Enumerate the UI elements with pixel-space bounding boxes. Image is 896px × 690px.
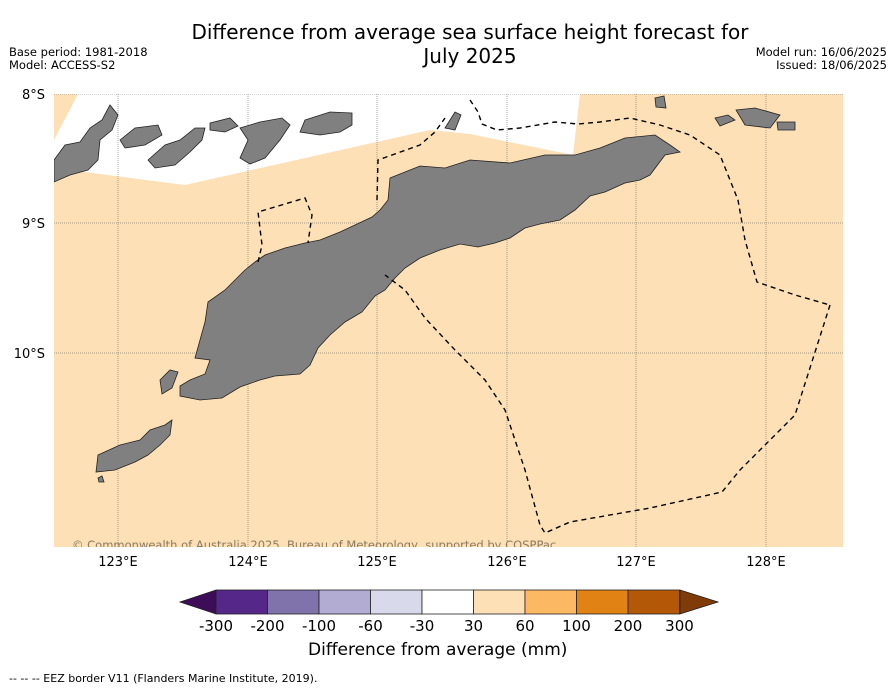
lat-label-9s: 9°S (22, 217, 45, 232)
eez-oecusse (257, 197, 313, 263)
model-name: Model: ACCESS-S2 (9, 58, 116, 72)
colorbar-segment (421, 589, 474, 615)
lon-labels: 123°E 124°E 125°E 126°E 127°E 128°E (98, 555, 786, 570)
colorbar-title: Difference from average (mm) (308, 640, 568, 660)
eez-northwest (376, 117, 446, 201)
eez-footnote: -- -- -- EEZ border V11 (Flanders Marine… (9, 672, 318, 685)
issued-date: Issued: 18/06/2025 (776, 58, 887, 72)
colorbar-segment (215, 589, 268, 615)
no-data-corner (54, 94, 78, 140)
semau-island (159, 369, 179, 395)
lon-label-123e: 123°E (98, 555, 138, 570)
pantar-island (209, 117, 239, 133)
map-title: Difference from average sea surface heig… (0, 20, 896, 68)
ndao-island (97, 475, 105, 483)
flores-island (54, 104, 119, 183)
colorbar-segment (473, 589, 526, 615)
colorbar-tick-label: -300 (199, 617, 233, 635)
colorbar-tick-label: 30 (464, 617, 483, 635)
lat-label-10s: 10°S (14, 347, 45, 362)
wetar-island (299, 111, 353, 136)
colorbar-segment (524, 589, 577, 615)
alor-island (239, 117, 291, 165)
colorbar-tick-label: -100 (302, 617, 336, 635)
eez-south (384, 274, 831, 534)
no-data-region (54, 94, 580, 185)
map-area[interactable]: © Commonwealth of Australia 2025, Bureau… (54, 94, 843, 552)
colorbar-tick-label: 60 (515, 617, 534, 635)
rote-island (95, 419, 173, 473)
colorbar-tick-label: 100 (562, 617, 591, 635)
timor-island (179, 134, 681, 401)
atauro-island (444, 111, 462, 131)
colorbar-extend-low (178, 589, 217, 615)
colorbar-segment (370, 589, 423, 615)
colorbar-tick-label: 300 (665, 617, 694, 635)
eez-borders (257, 99, 831, 534)
colorbar-tick-label: -60 (358, 617, 383, 635)
model-run: Model run: 16/06/2025 (755, 45, 887, 59)
colorbar-tick-label: -30 (410, 617, 435, 635)
colorbar-tick-label: -200 (250, 617, 284, 635)
title-line-2: July 2025 (423, 44, 517, 68)
meta-right: Model run: 16/06/2025 Issued: 18/06/2025 (756, 46, 887, 72)
colorbar-segment (318, 589, 371, 615)
base-period: Base period: 1981-2018 (9, 45, 148, 59)
lon-label-126e: 126°E (487, 555, 527, 570)
lon-label-128e: 128°E (746, 555, 786, 570)
title-line-1: Difference from average sea surface heig… (191, 20, 749, 44)
lembata-island (147, 127, 206, 169)
land-masses (54, 95, 796, 483)
colorbar-segment (576, 589, 629, 615)
copyright-notice: © Commonwealth of Australia 2025, Bureau… (72, 538, 556, 552)
eez-north (469, 99, 831, 306)
lat-labels: 8°S 9°S 10°S (14, 88, 45, 362)
lon-label-125e: 125°E (357, 555, 397, 570)
meta-left: Base period: 1981-2018 Model: ACCESS-S2 (9, 46, 148, 72)
lon-label-124e: 124°E (228, 555, 268, 570)
small-island-north (654, 95, 667, 109)
colorbar-segment (627, 589, 680, 615)
lat-label-8s: 8°S (22, 88, 45, 103)
lon-label-127e: 127°E (616, 555, 656, 570)
leti-island (735, 107, 781, 129)
kisar-island (714, 114, 736, 127)
colorbar: -300 -200 -100 -60 -30 30 60 100 200 300 (178, 589, 720, 635)
colorbar-segment (267, 589, 320, 615)
colorbar-tick-label: 200 (614, 617, 643, 635)
adonara-island (119, 124, 163, 149)
moa-island (776, 121, 796, 131)
colorbar-extend-high (679, 589, 720, 615)
